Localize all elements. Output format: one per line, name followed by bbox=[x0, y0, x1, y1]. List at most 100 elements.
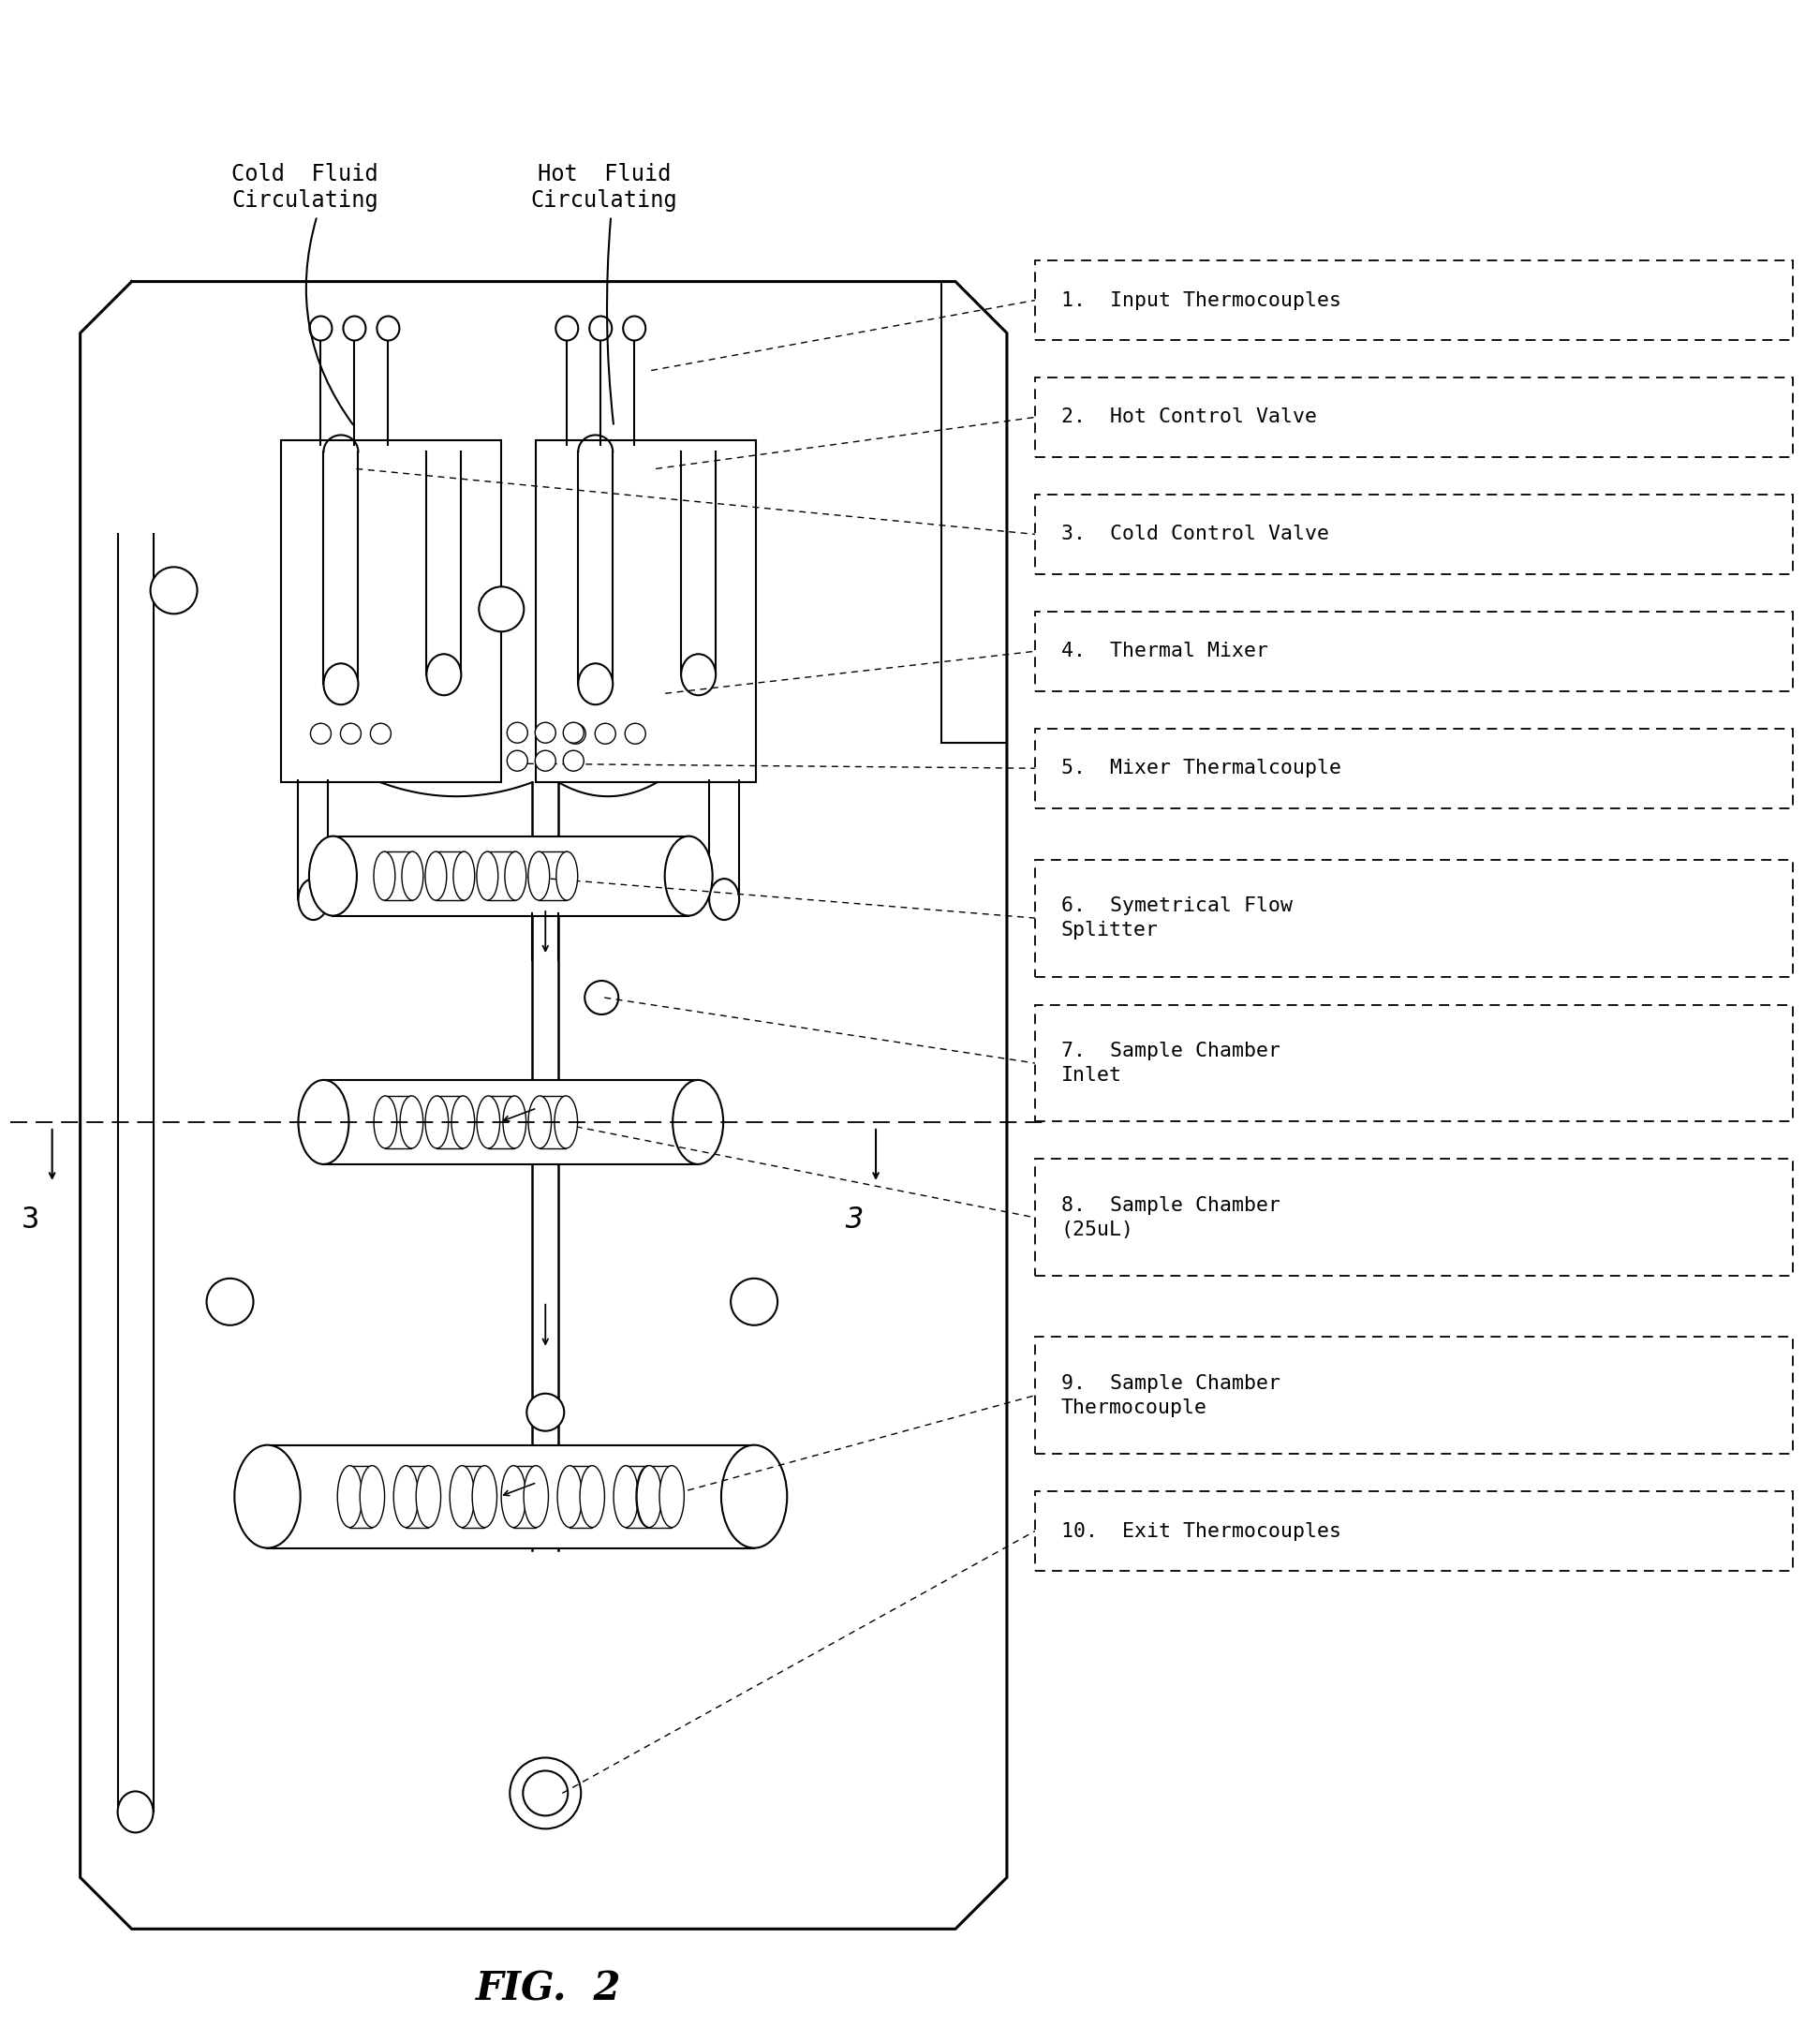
Text: FIG.  2: FIG. 2 bbox=[475, 1968, 621, 2009]
Ellipse shape bbox=[324, 664, 359, 704]
Text: Cold  Fluid
Circulating: Cold Fluid Circulating bbox=[231, 163, 379, 210]
Text: 2.  Hot Control Valve: 2. Hot Control Valve bbox=[1061, 408, 1318, 427]
Ellipse shape bbox=[710, 878, 739, 919]
Ellipse shape bbox=[673, 1080, 723, 1164]
Circle shape bbox=[526, 1393, 564, 1431]
Bar bbox=[1036, 860, 1793, 976]
Bar bbox=[570, 1466, 592, 1527]
Circle shape bbox=[595, 723, 615, 743]
Bar bbox=[268, 1446, 753, 1548]
Bar bbox=[406, 1466, 428, 1527]
Bar bbox=[541, 1097, 566, 1148]
Ellipse shape bbox=[477, 852, 499, 901]
Bar bbox=[1036, 1491, 1793, 1570]
Circle shape bbox=[479, 586, 524, 631]
Ellipse shape bbox=[477, 1097, 501, 1148]
Ellipse shape bbox=[400, 1097, 422, 1148]
Circle shape bbox=[535, 723, 555, 743]
Ellipse shape bbox=[393, 1466, 419, 1527]
Bar bbox=[282, 441, 502, 782]
Circle shape bbox=[732, 1278, 777, 1325]
Ellipse shape bbox=[555, 317, 579, 341]
Bar bbox=[1036, 611, 1793, 690]
Ellipse shape bbox=[555, 1097, 577, 1148]
Bar bbox=[1036, 1338, 1793, 1454]
Ellipse shape bbox=[557, 852, 577, 901]
Ellipse shape bbox=[659, 1466, 684, 1527]
Ellipse shape bbox=[613, 1466, 639, 1527]
Text: 6.  Symetrical Flow
Splitter: 6. Symetrical Flow Splitter bbox=[1061, 896, 1292, 939]
Text: 7.  Sample Chamber
Inlet: 7. Sample Chamber Inlet bbox=[1061, 1041, 1279, 1084]
Ellipse shape bbox=[402, 852, 424, 901]
Text: 3.  Cold Control Valve: 3. Cold Control Valve bbox=[1061, 525, 1329, 543]
Ellipse shape bbox=[504, 852, 526, 901]
Bar bbox=[488, 1097, 515, 1148]
Bar bbox=[488, 852, 515, 901]
Bar bbox=[324, 1080, 699, 1164]
Ellipse shape bbox=[528, 1097, 551, 1148]
Ellipse shape bbox=[373, 1097, 397, 1148]
Circle shape bbox=[508, 751, 528, 772]
Ellipse shape bbox=[337, 1466, 362, 1527]
Ellipse shape bbox=[118, 1791, 153, 1832]
Ellipse shape bbox=[377, 317, 399, 341]
Ellipse shape bbox=[298, 1080, 349, 1164]
Ellipse shape bbox=[581, 1466, 604, 1527]
Circle shape bbox=[340, 723, 360, 743]
Ellipse shape bbox=[579, 664, 613, 704]
Circle shape bbox=[564, 723, 586, 743]
Bar bbox=[650, 1466, 672, 1527]
Text: 9.  Sample Chamber
Thermocouple: 9. Sample Chamber Thermocouple bbox=[1061, 1374, 1279, 1417]
Text: 8.  Sample Chamber
(25uL): 8. Sample Chamber (25uL) bbox=[1061, 1197, 1279, 1239]
Ellipse shape bbox=[590, 317, 612, 341]
Ellipse shape bbox=[426, 852, 446, 901]
Ellipse shape bbox=[524, 1466, 548, 1527]
Circle shape bbox=[535, 751, 555, 772]
Ellipse shape bbox=[635, 1466, 661, 1527]
Circle shape bbox=[151, 568, 197, 615]
Ellipse shape bbox=[637, 1466, 662, 1527]
Ellipse shape bbox=[309, 835, 357, 915]
Circle shape bbox=[562, 751, 584, 772]
Text: Hot  Fluid
Circulating: Hot Fluid Circulating bbox=[531, 163, 677, 210]
Ellipse shape bbox=[528, 852, 550, 901]
Ellipse shape bbox=[235, 1446, 300, 1548]
Circle shape bbox=[311, 723, 331, 743]
Ellipse shape bbox=[471, 1466, 497, 1527]
Ellipse shape bbox=[426, 1097, 448, 1148]
Bar bbox=[349, 1466, 373, 1527]
Ellipse shape bbox=[664, 835, 712, 915]
Bar bbox=[537, 441, 755, 782]
Ellipse shape bbox=[502, 1097, 526, 1148]
Circle shape bbox=[562, 723, 584, 743]
Ellipse shape bbox=[453, 852, 475, 901]
Ellipse shape bbox=[721, 1446, 786, 1548]
Bar bbox=[333, 835, 688, 915]
Ellipse shape bbox=[681, 653, 715, 694]
Bar bbox=[462, 1466, 484, 1527]
Ellipse shape bbox=[373, 852, 395, 901]
Bar bbox=[513, 1466, 537, 1527]
Ellipse shape bbox=[360, 1466, 384, 1527]
Ellipse shape bbox=[417, 1466, 440, 1527]
Ellipse shape bbox=[426, 653, 460, 694]
Text: 4.  Thermal Mixer: 4. Thermal Mixer bbox=[1061, 641, 1269, 662]
Circle shape bbox=[584, 980, 619, 1015]
Bar bbox=[1036, 1005, 1793, 1121]
Circle shape bbox=[207, 1278, 253, 1325]
Text: 3: 3 bbox=[844, 1207, 863, 1235]
Ellipse shape bbox=[344, 317, 366, 341]
Ellipse shape bbox=[309, 317, 331, 341]
Bar bbox=[1036, 261, 1793, 341]
Bar bbox=[1036, 1160, 1793, 1276]
Circle shape bbox=[508, 723, 528, 743]
Ellipse shape bbox=[451, 1097, 475, 1148]
Bar bbox=[1036, 378, 1793, 457]
Ellipse shape bbox=[501, 1466, 526, 1527]
Bar bbox=[539, 852, 568, 901]
Bar bbox=[626, 1466, 648, 1527]
Bar bbox=[384, 852, 413, 901]
Text: 10.  Exit Thermocouples: 10. Exit Thermocouples bbox=[1061, 1521, 1341, 1540]
Text: 1.  Input Thermocouples: 1. Input Thermocouples bbox=[1061, 290, 1341, 310]
Bar bbox=[437, 1097, 462, 1148]
